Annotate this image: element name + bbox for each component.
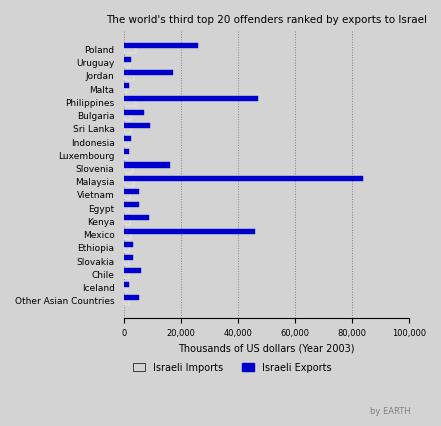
Bar [124, 150, 129, 155]
Bar [124, 221, 130, 226]
Bar [124, 274, 129, 279]
Bar [124, 142, 129, 147]
Bar [124, 195, 130, 199]
Bar [124, 287, 127, 292]
Bar [124, 300, 129, 305]
Bar [124, 229, 255, 234]
Bar [124, 49, 136, 55]
Bar [124, 115, 131, 120]
Bar [124, 248, 129, 252]
Bar [124, 282, 129, 287]
Bar [124, 234, 131, 239]
Bar [124, 155, 127, 160]
Title: The world's third top 20 offenders ranked by exports to Israel: The world's third top 20 offenders ranke… [106, 15, 427, 25]
Bar [124, 71, 173, 76]
Text: by EARTH: by EARTH [370, 406, 410, 415]
Bar [124, 129, 131, 133]
Bar [124, 256, 133, 261]
Bar [124, 44, 198, 49]
Bar [124, 208, 129, 213]
Bar [124, 181, 135, 186]
Bar [124, 203, 138, 208]
Bar [124, 168, 133, 173]
X-axis label: Thousands of US dollars (Year 2003): Thousands of US dollars (Year 2003) [179, 343, 355, 352]
Bar [124, 261, 129, 265]
Legend: Israeli Imports, Israeli Exports: Israeli Imports, Israeli Exports [130, 359, 336, 377]
Bar [124, 190, 138, 195]
Bar [124, 137, 131, 142]
Bar [124, 295, 138, 300]
Bar [124, 58, 131, 63]
Bar [124, 216, 149, 221]
Bar [124, 242, 133, 248]
Bar [124, 124, 150, 129]
Bar [124, 89, 127, 94]
Bar [124, 84, 129, 89]
Bar [124, 176, 363, 181]
Bar [124, 102, 136, 107]
Bar [124, 269, 142, 274]
Bar [124, 163, 170, 168]
Bar [124, 110, 144, 115]
Bar [124, 97, 258, 102]
Bar [124, 63, 130, 68]
Bar [124, 76, 135, 81]
